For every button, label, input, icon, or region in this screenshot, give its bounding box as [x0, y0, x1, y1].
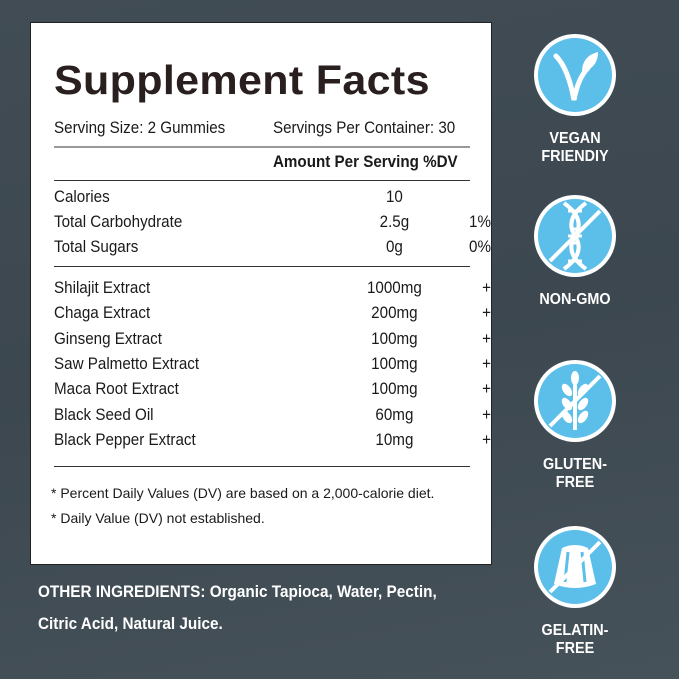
row-dv: +	[482, 279, 491, 297]
row-amount: 200mg	[371, 304, 418, 323]
badge-label: GLUTEN-FREE	[542, 456, 607, 491]
row-name: Black Pepper Extract	[54, 430, 196, 449]
nutrient-row: Total Sugars 0g 0%	[54, 238, 491, 260]
amount-header: Amount Per Serving %DV	[272, 153, 458, 171]
divider	[54, 266, 470, 267]
row-dv: +	[482, 405, 491, 424]
vegan-leaf-icon	[538, 38, 612, 112]
footnote: * Daily Value (DV) not established.	[51, 510, 265, 526]
supplement-facts-panel: Supplement Facts Serving Size: 2 Gummies…	[30, 22, 492, 565]
row-amount: 10mg	[375, 430, 414, 449]
row-amount: 10	[385, 188, 403, 206]
wheat-crossed-icon	[538, 364, 612, 438]
nutrient-row: Calories 10	[54, 188, 470, 210]
row-name: Maca Root Extract	[54, 380, 179, 399]
row-dv: +	[482, 430, 491, 449]
ingredient-row: Shilajit Extract 1000mg +	[54, 279, 491, 301]
row-amount: 100mg	[371, 380, 418, 399]
row-name: Saw Palmetto Extract	[54, 354, 200, 373]
row-amount: 1000mg	[366, 279, 422, 297]
badge-label: NON-GMO	[539, 291, 611, 308]
row-amount: 60mg	[375, 405, 414, 424]
badge-label: VEGAN FRIENDIY	[541, 130, 609, 165]
row-name: Chaga Extract	[54, 304, 151, 323]
row-dv: +	[482, 329, 491, 348]
row-amount: 2.5g	[379, 213, 410, 231]
badge-label: GELATIN-FREE	[541, 622, 609, 657]
row-dv: +	[482, 354, 491, 373]
dna-crossed-icon	[538, 199, 612, 273]
ingredient-row: Chaga Extract 200mg +	[54, 304, 491, 326]
row-dv: 1%	[469, 213, 491, 231]
ingredient-row: Black Seed Oil 60mg +	[54, 405, 491, 428]
row-dv: 0%	[469, 238, 491, 256]
other-ingredients: OTHER INGREDIENTS: Organic Tapioca, Wate…	[38, 582, 437, 633]
badge-gluten-free: GLUTEN-FREE	[532, 360, 618, 492]
divider	[54, 180, 470, 181]
divider	[54, 146, 470, 148]
row-dv: +	[482, 380, 491, 399]
nutrient-row: Total Carbohydrate 2.5g 1%	[54, 213, 491, 235]
ingredient-row: Saw Palmetto Extract 100mg +	[54, 354, 491, 377]
serving-row: Serving Size: 2 Gummies Servings Per Con…	[54, 119, 470, 141]
row-name: Shilajit Extract	[54, 279, 151, 297]
ingredient-row: Black Pepper Extract 10mg +	[54, 430, 491, 453]
servings-per-container: Servings Per Container: 30	[272, 119, 456, 137]
row-amount: 100mg	[371, 329, 418, 348]
serving-size: Serving Size: 2 Gummies	[54, 119, 226, 137]
divider	[54, 466, 470, 467]
row-name: Black Seed Oil	[54, 405, 154, 424]
badge-vegan: VEGAN FRIENDIY	[532, 34, 618, 166]
row-name: Ginseng Extract	[54, 329, 162, 348]
row-dv: +	[482, 304, 491, 323]
row-amount: 100mg	[371, 354, 418, 373]
ingredient-row: Maca Root Extract 100mg +	[54, 380, 491, 402]
row-name: Total Carbohydrate	[54, 213, 183, 231]
footnote: * Percent Daily Values (DV) are based on…	[51, 485, 435, 501]
row-amount: 0g	[385, 238, 403, 256]
gelatin-crossed-icon	[538, 530, 612, 604]
amount-header-row: Amount Per Serving %DV	[54, 153, 470, 175]
badge-gelatin-free: GELATIN-FREE	[532, 526, 618, 658]
row-name: Calories	[54, 188, 110, 206]
ingredient-row: Ginseng Extract 100mg +	[54, 329, 491, 352]
row-name: Total Sugars	[54, 238, 139, 256]
badge-non-gmo: NON-GMO	[532, 195, 618, 309]
facts-title: Supplement Facts	[54, 57, 430, 103]
